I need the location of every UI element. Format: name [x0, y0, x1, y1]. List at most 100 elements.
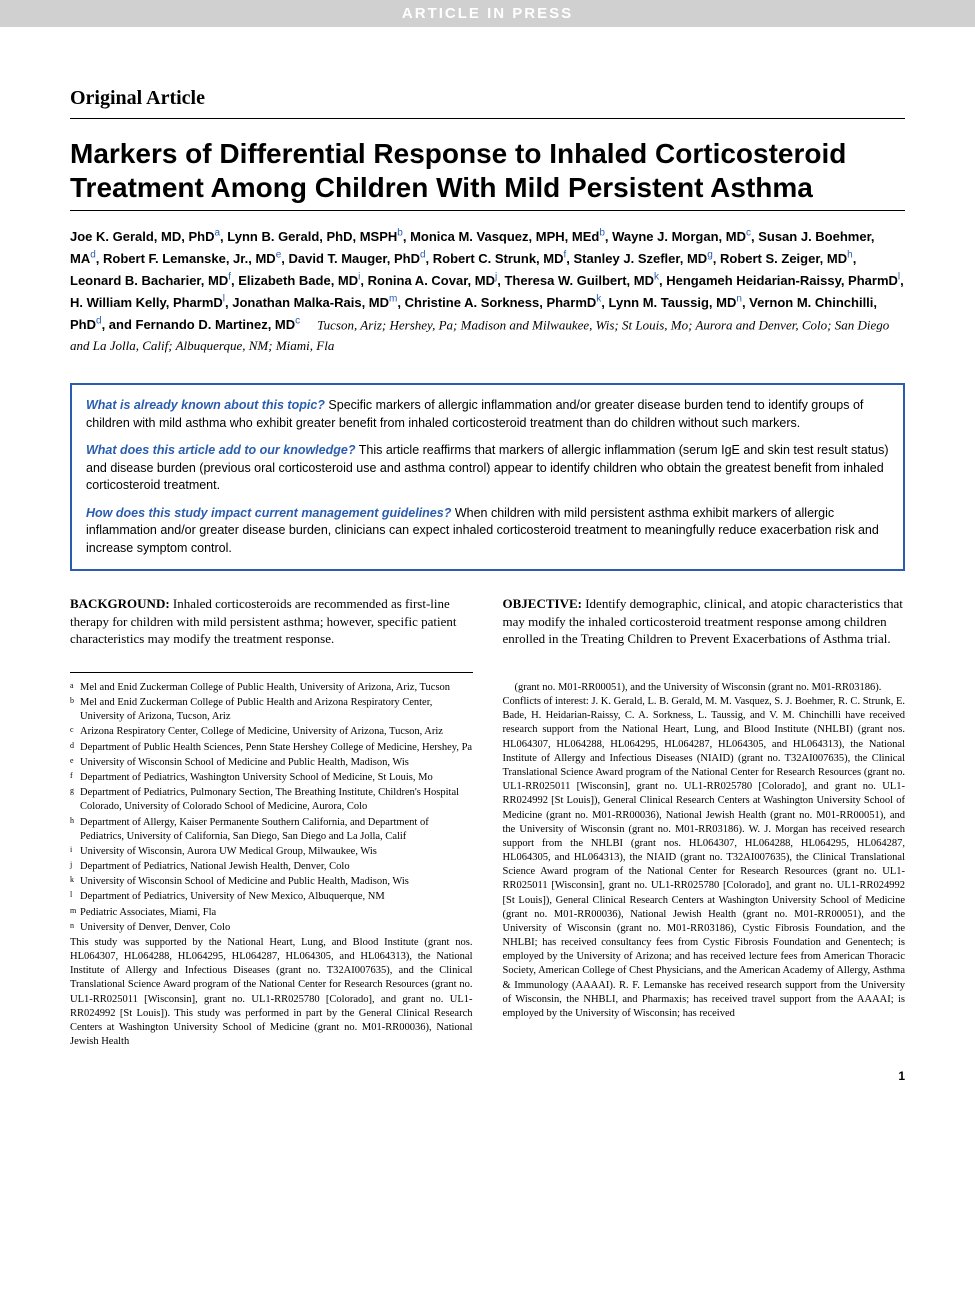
affiliation-sup: k: [70, 875, 78, 889]
article-type: Original Article: [70, 87, 905, 110]
author: Leonard B. Bacharier, MD: [70, 273, 228, 288]
affiliation-item: jDepartment of Pediatrics, National Jewi…: [70, 860, 473, 874]
abstract-objective: OBJECTIVE: Identify demographic, clinica…: [503, 595, 906, 648]
author: Lynn M. Taussig, MD: [609, 295, 737, 310]
author-affil-sup: n: [736, 294, 742, 305]
author-affil-sup: g: [707, 249, 713, 260]
affiliation-item: aMel and Enid Zuckerman College of Publi…: [70, 681, 473, 695]
author-affil-sup: c: [295, 316, 300, 327]
author: Fernando D. Martinez, MD: [136, 317, 296, 332]
rule-top: [70, 118, 905, 119]
abstract-background-label: BACKGROUND:: [70, 596, 170, 611]
author: Monica M. Vasquez, MPH, MEd: [410, 229, 599, 244]
highlight-impact: How does this study impact current manag…: [86, 505, 889, 558]
affiliation-sup: d: [70, 741, 78, 755]
affiliation-sup: n: [70, 921, 78, 935]
author-affil-sup: d: [96, 316, 102, 327]
affiliation-text: Department of Pediatrics, National Jewis…: [80, 860, 350, 874]
affiliation-text: Pediatric Associates, Miami, Fla: [80, 906, 216, 920]
affiliation-sup: h: [70, 816, 78, 844]
affiliation-item: lDepartment of Pediatrics, University of…: [70, 890, 473, 904]
affiliation-sup: g: [70, 786, 78, 814]
affiliation-sup: a: [70, 681, 78, 695]
mini-rule-left: [70, 672, 473, 673]
funding-support-right-cont: (grant no. M01-RR00051), and the Univers…: [503, 681, 906, 695]
author: Stanley J. Szefler, MD: [574, 251, 708, 266]
author-affil-sup: k: [654, 271, 659, 282]
author-affil-sup: d: [90, 249, 96, 260]
affiliation-item: fDepartment of Pediatrics, Washington Un…: [70, 771, 473, 785]
affiliation-sup: j: [70, 860, 78, 874]
author-affil-sup: j: [495, 271, 497, 282]
author-affil-sup: m: [389, 294, 397, 305]
highlight-q2: What does this article add to our knowle…: [86, 443, 355, 457]
affiliation-item: mPediatric Associates, Miami, Fla: [70, 906, 473, 920]
author-affil-sup: a: [214, 227, 220, 238]
affiliation-text: University of Wisconsin, Aurora UW Medic…: [80, 845, 377, 859]
affiliation-sup: i: [70, 845, 78, 859]
author-affil-sup: e: [276, 249, 282, 260]
affiliation-item: iUniversity of Wisconsin, Aurora UW Medi…: [70, 845, 473, 859]
affiliation-text: Department of Pediatrics, Washington Uni…: [80, 771, 433, 785]
author-affil-sup: h: [847, 249, 853, 260]
affiliation-item: gDepartment of Pediatrics, Pulmonary Sec…: [70, 786, 473, 814]
article-page: Original Article Markers of Differential…: [0, 27, 975, 1113]
affiliations-list: aMel and Enid Zuckerman College of Publi…: [70, 681, 473, 935]
author-affil-sup: b: [599, 227, 605, 238]
affiliation-sup: c: [70, 725, 78, 739]
abstract-row: BACKGROUND: Inhaled corticosteroids are …: [70, 595, 905, 666]
author: Joe K. Gerald, MD, PhD: [70, 229, 214, 244]
affiliation-item: cArizona Respiratory Center, College of …: [70, 725, 473, 739]
author: Hengameh Heidarian-Raissy, PharmD: [666, 273, 898, 288]
affiliation-text: Arizona Respiratory Center, College of M…: [80, 725, 443, 739]
author-affil-sup: i: [358, 271, 360, 282]
affiliation-text: Mel and Enid Zuckerman College of Public…: [80, 681, 450, 695]
affiliation-item: nUniversity of Denver, Denver, Colo: [70, 921, 473, 935]
affiliation-sup: f: [70, 771, 78, 785]
rule-under-title: [70, 210, 905, 211]
affiliation-text: Mel and Enid Zuckerman College of Public…: [80, 696, 473, 724]
author: Christine A. Sorkness, PharmD: [405, 295, 597, 310]
affiliation-text: University of Denver, Denver, Colo: [80, 921, 230, 935]
author-affil-sup: f: [564, 249, 567, 260]
highlight-known: What is already known about this topic? …: [86, 397, 889, 432]
author: Lynn B. Gerald, PhD, MSPH: [227, 229, 397, 244]
affiliation-item: eUniversity of Wisconsin School of Medic…: [70, 756, 473, 770]
abstract-objective-label: OBJECTIVE:: [503, 596, 582, 611]
author: Robert S. Zeiger, MD: [720, 251, 847, 266]
affiliation-text: Department of Public Health Sciences, Pe…: [80, 741, 472, 755]
highlight-q1: What is already known about this topic?: [86, 398, 325, 412]
affiliation-text: Department of Allergy, Kaiser Permanente…: [80, 816, 473, 844]
affiliation-sup: e: [70, 756, 78, 770]
affiliation-sup: b: [70, 696, 78, 724]
affiliation-item: bMel and Enid Zuckerman College of Publi…: [70, 696, 473, 724]
author-affil-sup: l: [223, 294, 225, 305]
affiliation-sup: m: [70, 906, 78, 920]
author-affil-sup: b: [397, 227, 403, 238]
highlight-adds: What does this article add to our knowle…: [86, 442, 889, 495]
author-affil-sup: k: [596, 294, 601, 305]
author-affil-sup: l: [898, 271, 900, 282]
author: H. William Kelly, PharmD: [70, 295, 223, 310]
author: Jonathan Malka-Rais, MD: [232, 295, 389, 310]
funding-support-left: This study was supported by the National…: [70, 936, 473, 1049]
affiliation-item: kUniversity of Wisconsin School of Medic…: [70, 875, 473, 889]
affiliation-item: dDepartment of Public Health Sciences, P…: [70, 741, 473, 755]
author: Robert C. Strunk, MD: [433, 251, 564, 266]
highlight-q3: How does this study impact current manag…: [86, 506, 451, 520]
footer-row: aMel and Enid Zuckerman College of Publi…: [70, 666, 905, 1049]
abstract-background: BACKGROUND: Inhaled corticosteroids are …: [70, 595, 473, 648]
author: Robert F. Lemanske, Jr., MD: [103, 251, 276, 266]
page-number: 1: [70, 1069, 905, 1083]
author-affil-sup: c: [746, 227, 751, 238]
conflicts-of-interest: Conflicts of interest: J. K. Gerald, L. …: [503, 695, 906, 1021]
affiliation-text: University of Wisconsin School of Medici…: [80, 756, 409, 770]
affiliation-sup: l: [70, 890, 78, 904]
author-block: Joe K. Gerald, MD, PhDa, Lynn B. Gerald,…: [70, 225, 905, 355]
author: Ronina A. Covar, MD: [368, 273, 495, 288]
author: Theresa W. Guilbert, MD: [504, 273, 654, 288]
author: David T. Mauger, PhD: [288, 251, 419, 266]
article-title: Markers of Differential Response to Inha…: [70, 137, 905, 204]
highlight-box: What is already known about this topic? …: [70, 383, 905, 571]
author-affil-sup: d: [420, 249, 426, 260]
